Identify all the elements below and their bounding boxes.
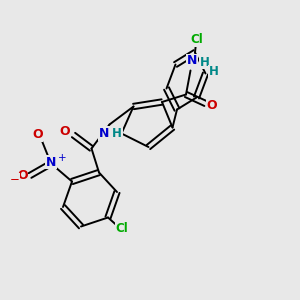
Text: N: N — [46, 155, 56, 169]
Text: N: N — [187, 54, 197, 68]
Text: O: O — [207, 99, 218, 112]
Text: −: − — [10, 173, 19, 187]
Text: +: + — [58, 153, 67, 163]
Text: S: S — [110, 128, 119, 142]
Text: O: O — [60, 125, 70, 138]
Text: H: H — [200, 56, 210, 69]
Text: O: O — [32, 128, 43, 142]
Text: H: H — [112, 127, 122, 140]
Text: Cl: Cl — [115, 222, 128, 236]
Text: Cl: Cl — [190, 33, 203, 46]
Text: H: H — [209, 65, 219, 79]
Text: N: N — [99, 127, 109, 140]
Text: O: O — [17, 169, 28, 182]
